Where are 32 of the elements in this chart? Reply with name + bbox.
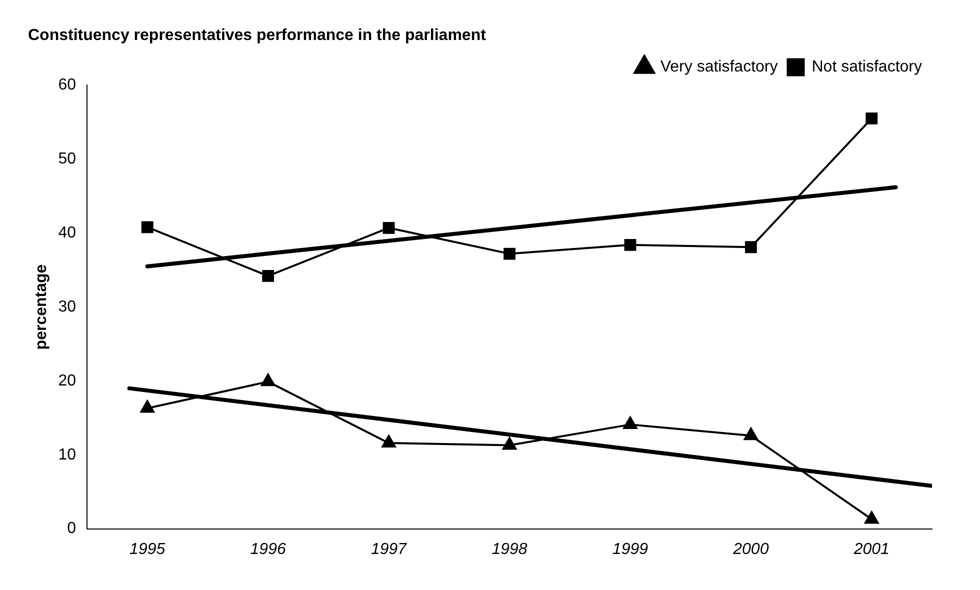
x-tick-label: 1999 (612, 540, 648, 558)
point (623, 416, 638, 430)
point (744, 241, 757, 254)
point (624, 238, 636, 251)
point (504, 248, 516, 260)
x-tick-label: 2000 (732, 540, 769, 558)
point (262, 270, 274, 282)
x-tick-label: 1997 (370, 540, 408, 558)
x-tick-label: 1995 (130, 540, 166, 558)
y-tick-label: 60 (58, 76, 76, 94)
x-tick-label: 1998 (492, 540, 528, 558)
point (382, 435, 396, 448)
point (744, 428, 758, 440)
y-tick-label: 0 (67, 520, 76, 538)
x-tick-label: 2001 (852, 540, 890, 558)
point (866, 112, 878, 124)
y-axis-title: percentage (33, 264, 50, 350)
y-tick-label: 30 (58, 298, 76, 316)
chart-title: Constituency representatives performance in the parliament (28, 27, 487, 44)
y-tick-label: 20 (58, 372, 76, 390)
point (141, 221, 154, 234)
point (261, 374, 276, 386)
point (382, 222, 395, 234)
y-tick-label: 50 (58, 150, 76, 168)
legend-label: Very satisfactory (660, 58, 778, 76)
legend-label: Not satisfactory (812, 58, 922, 76)
y-tick-label: 40 (58, 224, 76, 242)
point (140, 400, 154, 413)
y-tick-label: 10 (58, 446, 76, 464)
point (502, 437, 517, 450)
x-tick-label: 1996 (250, 540, 286, 558)
point (864, 511, 879, 524)
